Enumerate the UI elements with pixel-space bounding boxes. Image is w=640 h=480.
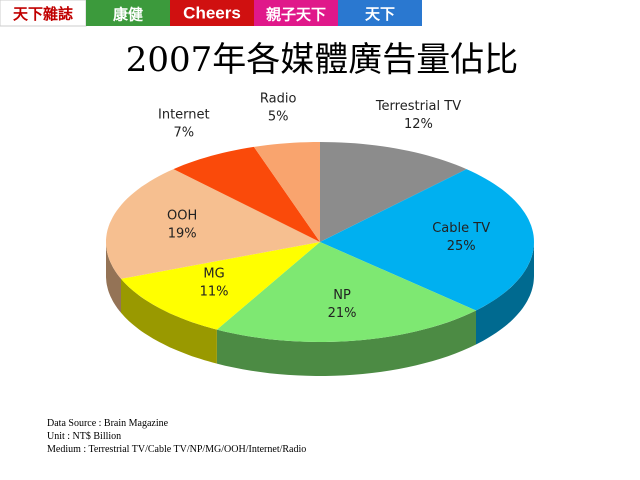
slice-value-label: 25% [447, 239, 476, 254]
slice [121, 242, 320, 330]
slice [216, 242, 476, 342]
slice-value-label: 5% [268, 110, 289, 125]
pie-sides [106, 242, 534, 376]
logo: 天下雜誌 [13, 5, 73, 23]
slice-label: MG [203, 267, 224, 282]
logo-box [170, 0, 254, 26]
slice [173, 146, 320, 242]
logo-box [86, 0, 170, 26]
slice-label: NP [333, 288, 351, 303]
slice-label: Terrestrial TV [375, 99, 461, 114]
note: Data Source : Brain Magazine [47, 418, 169, 429]
slice [106, 169, 320, 279]
note: Medium : Terrestrial TV/Cable TV/NP/MG/O… [47, 444, 306, 455]
note: Unit : NT$ Billion [47, 431, 121, 442]
pie: Terrestrial TV 12% Cable TV 25% NP 21% MG 11% OO… [106, 92, 534, 376]
logo-box [254, 0, 338, 26]
slice-side [121, 278, 217, 364]
slice-label: Internet [158, 107, 210, 122]
slice [253, 142, 320, 242]
slice-value-label: 19% [168, 227, 197, 242]
logo: 親子天下 [266, 6, 326, 24]
slice-label: OOH [167, 209, 197, 224]
logo-bar: 天下雜誌 康健 Cheers 親子天下 天下 [0, 0, 422, 27]
slice-side [476, 242, 534, 345]
slice [320, 169, 534, 311]
slice-value-label: 11% [200, 285, 229, 300]
slice-side [216, 310, 476, 376]
slice-label: Radio [260, 92, 297, 107]
slice-value-label: 21% [328, 306, 357, 321]
logo: 康健 [113, 6, 143, 24]
slice-side [106, 242, 121, 313]
slice [320, 142, 467, 242]
logo-box [338, 0, 422, 26]
logo: Cheers [183, 3, 241, 22]
logo: 天下 [365, 5, 395, 23]
slice-value-label: 7% [174, 125, 195, 140]
slice-value-label: 12% [404, 117, 433, 132]
slice-label: Cable TV [432, 221, 490, 236]
chart-title: 2007年各媒體廣告量佔比 [126, 40, 519, 80]
